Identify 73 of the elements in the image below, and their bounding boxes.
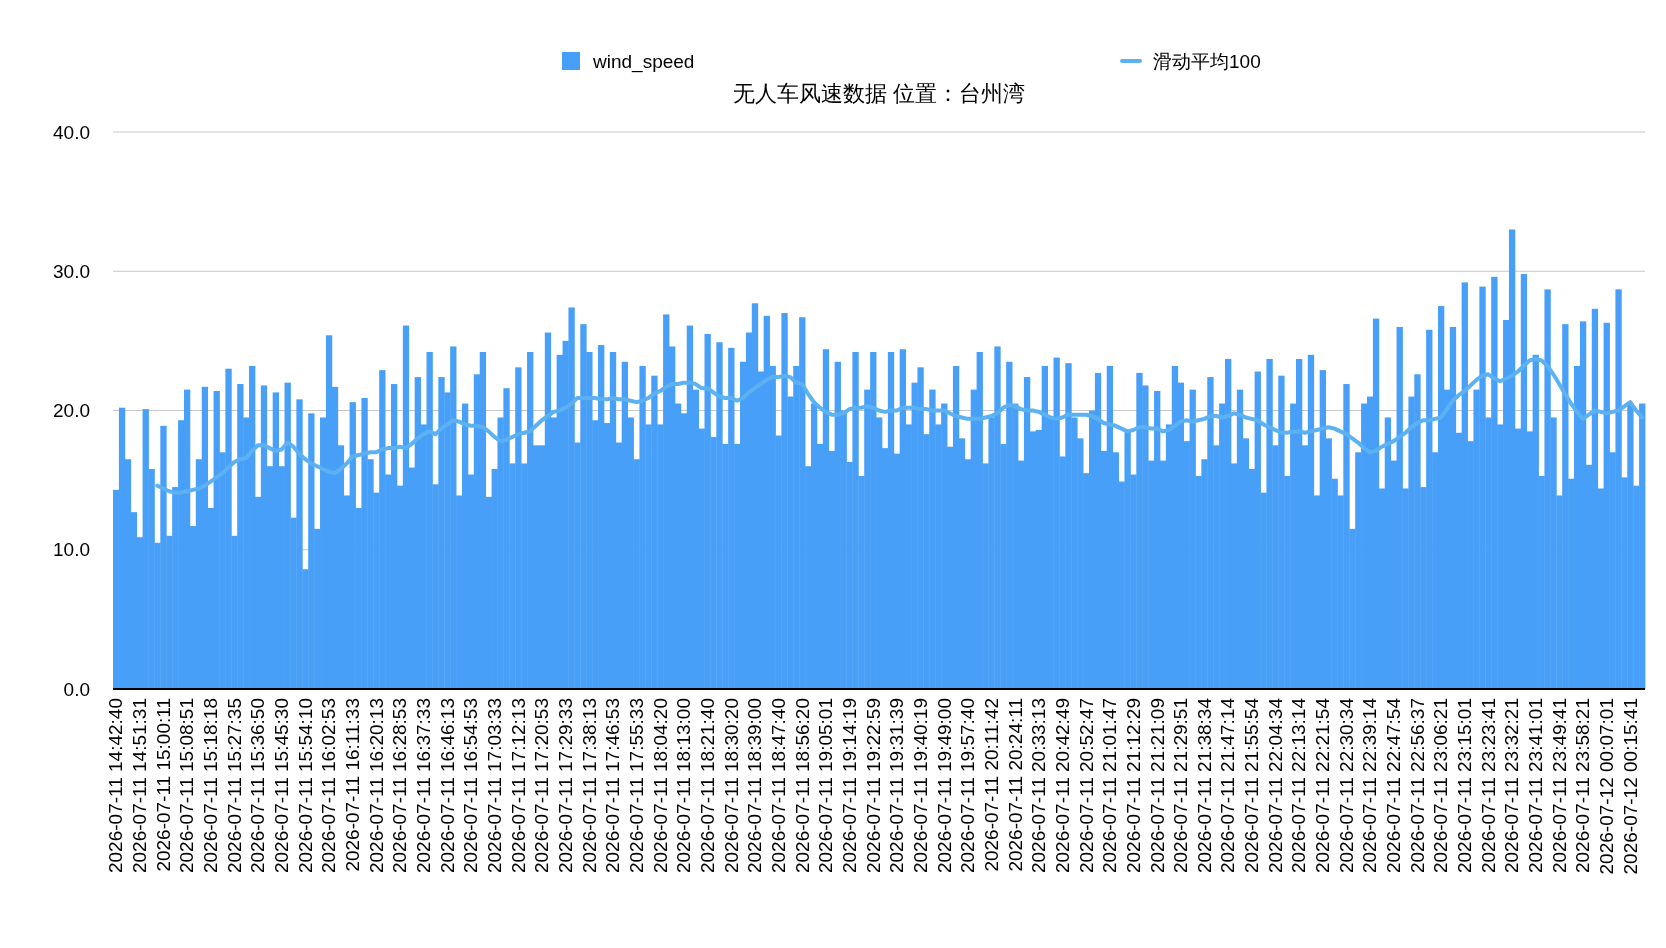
x-tick-label: 2026-07-11 16:02:53 [318, 698, 340, 874]
x-tick-label: 2026-07-11 19:22:59 [862, 698, 884, 874]
x-tick-label: 2026-07-11 21:12:29 [1122, 698, 1144, 874]
x-tick-label: 2026-07-11 14:51:31 [129, 698, 151, 874]
x-tick-label: 2026-07-11 23:58:21 [1572, 698, 1594, 874]
x-tick-label: 2026-07-11 22:30:34 [1335, 697, 1357, 874]
x-tick-label: 2026-07-11 21:55:54 [1241, 697, 1263, 874]
x-tick-label: 2026-07-11 16:54:53 [460, 698, 482, 874]
x-tick-label: 2026-07-11 20:24:11 [1004, 698, 1026, 872]
y-tick-label: 0.0 [63, 678, 90, 700]
x-tick-label: 2026-07-11 15:54:10 [294, 698, 316, 874]
x-tick-label: 2026-07-11 15:08:51 [176, 698, 198, 874]
x-tick-label: 2026-07-11 19:05:01 [815, 698, 837, 874]
x-tick-label: 2026-07-11 15:27:35 [223, 698, 245, 874]
x-tick-label: 2026-07-11 17:29:33 [555, 698, 576, 874]
x-tick-label: 2026-07-11 18:21:40 [696, 698, 718, 874]
x-tick-label: 2026-07-11 17:12:13 [507, 698, 529, 874]
x-tick-label: 2026-07-11 22:21:54 [1312, 697, 1334, 874]
x-tick-label: 2026-07-11 15:00:11 [152, 698, 174, 872]
x-tick-label: 2026-07-11 16:11:33 [342, 698, 364, 872]
x-tick-label: 2026-07-11 18:13:00 [673, 698, 695, 874]
legend-label: wind_speed [592, 50, 695, 73]
x-tick-label: 2026-07-12 00:07:01 [1596, 698, 1618, 875]
y-tick-label: 20.0 [53, 400, 90, 421]
x-tick-label: 2026-07-11 18:04:20 [649, 698, 671, 874]
x-tick-label: 2026-07-11 19:57:40 [957, 698, 979, 874]
x-tick-label: 2026-07-11 15:18:18 [200, 698, 222, 874]
x-tick-label: 2026-07-11 18:39:00 [744, 698, 766, 874]
x-tick-label: 2026-07-11 20:52:47 [1075, 698, 1097, 874]
y-tick-label: 40.0 [53, 121, 90, 143]
x-tick-label: 2026-07-11 23:15:01 [1454, 698, 1476, 874]
x-tick-label: 2026-07-11 19:49:00 [933, 698, 955, 874]
x-tick-label: 2026-07-11 18:30:20 [720, 698, 742, 874]
y-tick-label: 30.0 [53, 260, 90, 282]
x-tick-label: 2026-07-11 19:31:39 [886, 698, 908, 874]
x-tick-label: 2026-07-11 21:01:47 [1099, 698, 1121, 874]
x-tick-label: 2026-07-11 20:11:42 [980, 698, 1002, 872]
x-tick-label: 2026-07-11 16:20:13 [365, 698, 387, 874]
x-tick-label: 2026-07-11 21:29:51 [1170, 698, 1192, 874]
x-tick-label: 2026-07-12 00:15:41 [1619, 698, 1641, 875]
x-tick-label: 2026-07-11 21:21:09 [1146, 698, 1168, 874]
x-tick-label: 2026-07-11 17:55:33 [625, 698, 647, 874]
x-tick-label: 2026-07-11 23:32:21 [1501, 698, 1523, 874]
x-tick-label: 2026-07-11 15:45:30 [271, 698, 293, 874]
y-tick-label: 10.0 [53, 539, 90, 561]
x-tick-label: 2026-07-11 23:23:41 [1477, 698, 1499, 874]
x-tick-label: 2026-07-11 20:42:49 [1051, 698, 1073, 874]
x-tick-label: 2026-07-11 21:38:34 [1193, 697, 1215, 874]
x-tick-label: 2026-07-11 18:47:40 [767, 698, 789, 874]
x-tick-label: 2026-07-11 16:28:53 [389, 698, 411, 874]
x-tick-label: 2026-07-11 22:56:37 [1406, 698, 1428, 874]
x-tick-label: 2026-07-11 22:04:34 [1264, 697, 1286, 874]
legend-label: 滑动平均100 [1153, 50, 1261, 72]
x-tick-label: 2026-07-11 17:20:53 [531, 698, 553, 874]
x-tick-label: 2026-07-11 23:49:41 [1548, 698, 1570, 874]
x-tick-label: 2026-07-11 22:13:14 [1288, 697, 1310, 874]
x-tick-label: 2026-07-11 23:06:21 [1430, 698, 1452, 874]
x-tick-label: 2026-07-11 18:56:20 [791, 698, 813, 874]
x-tick-label: 2026-07-11 17:38:13 [578, 698, 600, 874]
x-tick-label: 2026-07-11 19:14:19 [838, 698, 860, 874]
x-tick-label: 2026-07-11 15:36:50 [247, 698, 269, 874]
x-tick-label: 2026-07-11 20:33:13 [1028, 698, 1050, 874]
x-tick-label: 2026-07-11 22:39:14 [1359, 697, 1381, 874]
x-tick-label: 2026-07-11 16:37:33 [413, 698, 435, 874]
x-tick-label: 2026-07-11 16:46:13 [436, 698, 458, 874]
x-tick-label: 2026-07-11 22:47:54 [1383, 697, 1405, 874]
x-tick-label: 2026-07-11 23:41:01 [1525, 698, 1547, 874]
x-tick-label: 2026-07-11 21:47:14 [1217, 697, 1239, 874]
chart-title: 无人车风速数据 位置：台州湾 [732, 80, 1026, 106]
x-tick-label: 2026-07-11 14:42:40 [105, 698, 127, 874]
x-tick-label: 2026-07-11 17:46:53 [602, 698, 624, 874]
x-tick-label: 2026-07-11 19:40:19 [909, 698, 931, 874]
x-tick-label: 2026-07-11 17:03:33 [484, 698, 506, 874]
